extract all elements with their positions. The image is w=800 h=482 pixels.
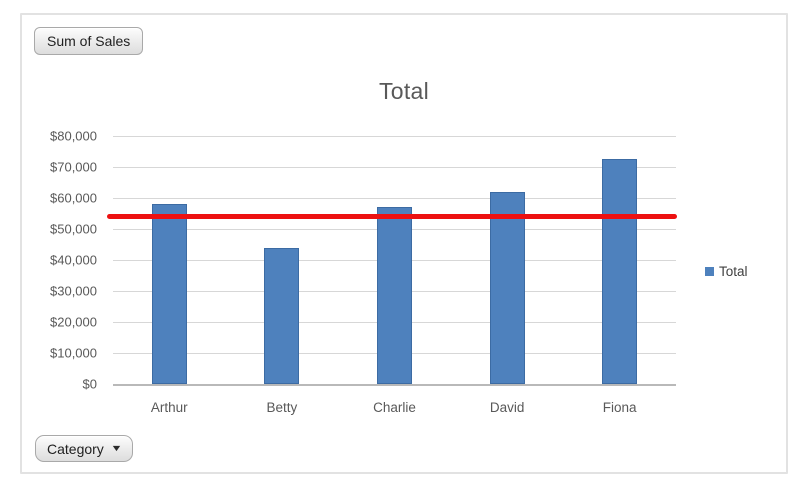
gridline <box>113 167 676 168</box>
y-axis-tick-label: $40,000 <box>50 252 97 268</box>
value-field-button[interactable]: Sum of Sales <box>34 27 144 55</box>
x-axis-label-fiona: Fiona <box>602 400 637 415</box>
legend-label: Total <box>719 264 748 279</box>
chart-title: Total <box>378 78 430 104</box>
bar-david[interactable] <box>489 191 525 384</box>
y-axis-tick-label: $0 <box>82 376 97 392</box>
legend[interactable]: Total <box>705 264 748 279</box>
x-axis-line <box>113 384 676 386</box>
gridline <box>113 198 676 199</box>
bar-fiona[interactable] <box>602 159 638 384</box>
bar-betty[interactable] <box>264 247 300 384</box>
axis-field-button-label: Category <box>47 440 104 457</box>
dropdown-arrow-icon: ▼ <box>110 443 123 453</box>
y-axis-tick-label: $70,000 <box>50 159 97 175</box>
chart-frame: Sum of Sales Total $0 $10,000 $20,000 $30,0… <box>20 13 788 474</box>
y-axis-tick-label: $20,000 <box>50 314 97 330</box>
plot-area: $0 $10,000 $20,000 $30,000 $40,000 $50,000 $60… <box>50 129 677 415</box>
x-axis-label-david: David <box>489 400 525 415</box>
gridline <box>113 136 676 137</box>
y-axis-tick-label: $10,000 <box>50 345 97 361</box>
x-axis-label-betty: Betty <box>266 400 298 415</box>
x-axis-label-charlie: Charlie <box>373 400 416 415</box>
legend-color-swatch-icon <box>705 267 714 276</box>
axis-field-button[interactable]: Category ▼ <box>35 435 133 462</box>
y-axis-tick-label: $80,000 <box>50 128 97 144</box>
bar-charlie[interactable] <box>377 207 412 384</box>
target-line[interactable] <box>107 214 677 220</box>
bar-arthur[interactable] <box>151 204 187 384</box>
x-axis-label-arthur: Arthur <box>150 400 188 415</box>
y-axis-tick-label: $30,000 <box>50 283 97 299</box>
y-axis-tick-label: $60,000 <box>50 190 97 206</box>
value-field-button-label: Sum of Sales <box>47 33 131 49</box>
y-axis-tick-label: $50,000 <box>50 221 97 237</box>
